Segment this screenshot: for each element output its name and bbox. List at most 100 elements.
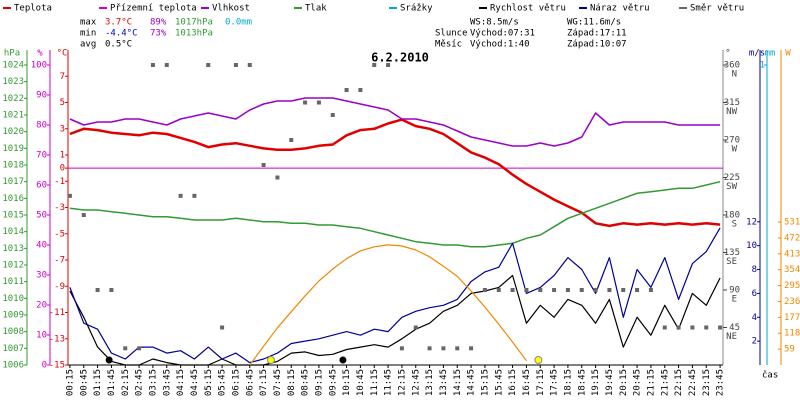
x-tick-label: 12:45 <box>411 369 421 396</box>
x-tick-label: 19:45 <box>605 369 615 396</box>
direction-point <box>330 113 335 117</box>
direction-point <box>413 325 418 330</box>
direction-point <box>607 288 612 292</box>
direction-point <box>593 288 598 292</box>
compass-label: NW <box>726 107 737 117</box>
info: Slunce <box>435 29 468 39</box>
direction-point <box>261 163 266 167</box>
y-tick-label: 1011 <box>2 277 24 287</box>
y-tick-label: 180 <box>724 211 740 221</box>
direction-point <box>635 288 640 292</box>
stat: 1013hPa <box>175 29 213 39</box>
y-tick-label: -7 <box>54 256 65 266</box>
x-tick-label: 03:45 <box>162 369 172 396</box>
y-tick-label: 270 <box>724 136 740 146</box>
y-tick-label: 8 <box>752 265 757 275</box>
moon-marker <box>339 356 347 364</box>
series-line <box>69 227 721 364</box>
series-line <box>69 274 721 366</box>
chart-title: 6.2.2010 <box>371 51 429 65</box>
x-tick-label: 13:45 <box>439 369 449 396</box>
legend-label: Směr větru <box>690 4 744 14</box>
y-tick-label: 236 <box>784 297 800 307</box>
direction-point <box>233 63 238 67</box>
compass-label: E <box>732 295 737 305</box>
x-tick-label: 18:45 <box>577 369 587 396</box>
compass-label: W <box>732 145 738 155</box>
y-tick-label: 1015 <box>2 211 24 221</box>
y-axis-label: hPa <box>4 49 20 59</box>
info: Západ:17:11 <box>567 29 627 39</box>
direction-point <box>399 346 404 351</box>
y-tick-label: 1007 <box>2 344 24 354</box>
stat: -4.4°C <box>105 29 138 39</box>
legend-label: Náraz větru <box>590 4 650 14</box>
x-tick-label: 01:15 <box>93 369 103 396</box>
stat: max <box>80 18 97 28</box>
x-tick-label: 09:15 <box>314 369 324 396</box>
y-tick-label: 1 <box>60 151 65 161</box>
direction-point <box>496 288 501 292</box>
compass-label: N <box>732 70 737 80</box>
stat: 0.5°C <box>105 40 132 50</box>
direction-point <box>579 288 584 292</box>
stat: 73% <box>150 29 167 39</box>
series-line <box>69 180 721 248</box>
x-tick-label: 18:15 <box>563 369 573 396</box>
y-tick-label: 1023 <box>2 77 24 87</box>
stat: min <box>80 29 96 39</box>
y-tick-label: 1021 <box>2 111 24 121</box>
direction-point <box>372 63 377 67</box>
y-tick-label: 472 <box>784 233 800 243</box>
y-tick-label: 1012 <box>2 261 24 271</box>
y-tick-label: 45 <box>729 323 740 333</box>
direction-point <box>469 346 474 351</box>
y-tick-label: 70 <box>36 151 47 161</box>
legend-label: Srážky <box>400 4 433 14</box>
direction-point <box>67 193 72 198</box>
x-tick-label: 22:45 <box>688 369 698 396</box>
direction-point <box>538 288 543 292</box>
y-tick-label: 10 <box>36 331 47 341</box>
x-tick-label: 10:45 <box>356 369 366 396</box>
x-tick-label: 05:45 <box>218 369 228 396</box>
legend-label: Vlhkost <box>212 4 250 14</box>
y-axis-label: mm <box>765 49 776 59</box>
x-tick-label: 16:15 <box>508 369 518 396</box>
y-axis-label: W <box>785 49 791 59</box>
compass-label: NE <box>726 332 737 342</box>
direction-point <box>510 288 515 292</box>
y-axis-label: °C <box>57 49 68 59</box>
x-tick-label: 03:15 <box>148 369 158 396</box>
y-tick-label: 1020 <box>2 127 24 137</box>
legend-label: Přízemní teplota <box>110 4 197 14</box>
y-tick-label: -15 <box>49 361 65 371</box>
y-tick-label: 100 <box>31 61 47 71</box>
y-tick-label: 10 <box>746 241 757 251</box>
y-tick-label: 354 <box>784 265 800 275</box>
direction-point <box>150 63 155 67</box>
x-tick-label: 09:45 <box>328 369 338 396</box>
x-tick-label: 20:45 <box>633 369 643 396</box>
x-tick-label: 15:15 <box>480 369 490 396</box>
direction-point <box>137 346 142 351</box>
direction-point <box>164 63 169 67</box>
direction-point <box>358 88 363 92</box>
y-tick-label: 0 <box>60 164 65 174</box>
compass-label: SE <box>726 257 737 267</box>
x-tick-label: 10:15 <box>342 369 352 396</box>
y-tick-label: 1024 <box>2 61 24 71</box>
y-axis-label: m/s <box>749 49 765 59</box>
y-tick-label: 1 <box>760 61 765 71</box>
y-tick-label: 1013 <box>2 244 24 254</box>
direction-point <box>455 346 460 351</box>
direction-point <box>386 63 391 67</box>
x-tick-label: 19:15 <box>591 369 601 396</box>
y-tick-label: 30 <box>36 271 47 281</box>
compass-label: SW <box>726 182 737 192</box>
x-tick-label: 16:45 <box>522 369 532 396</box>
y-tick-label: 12 <box>746 217 757 227</box>
x-tick-label: 04:45 <box>190 369 200 396</box>
